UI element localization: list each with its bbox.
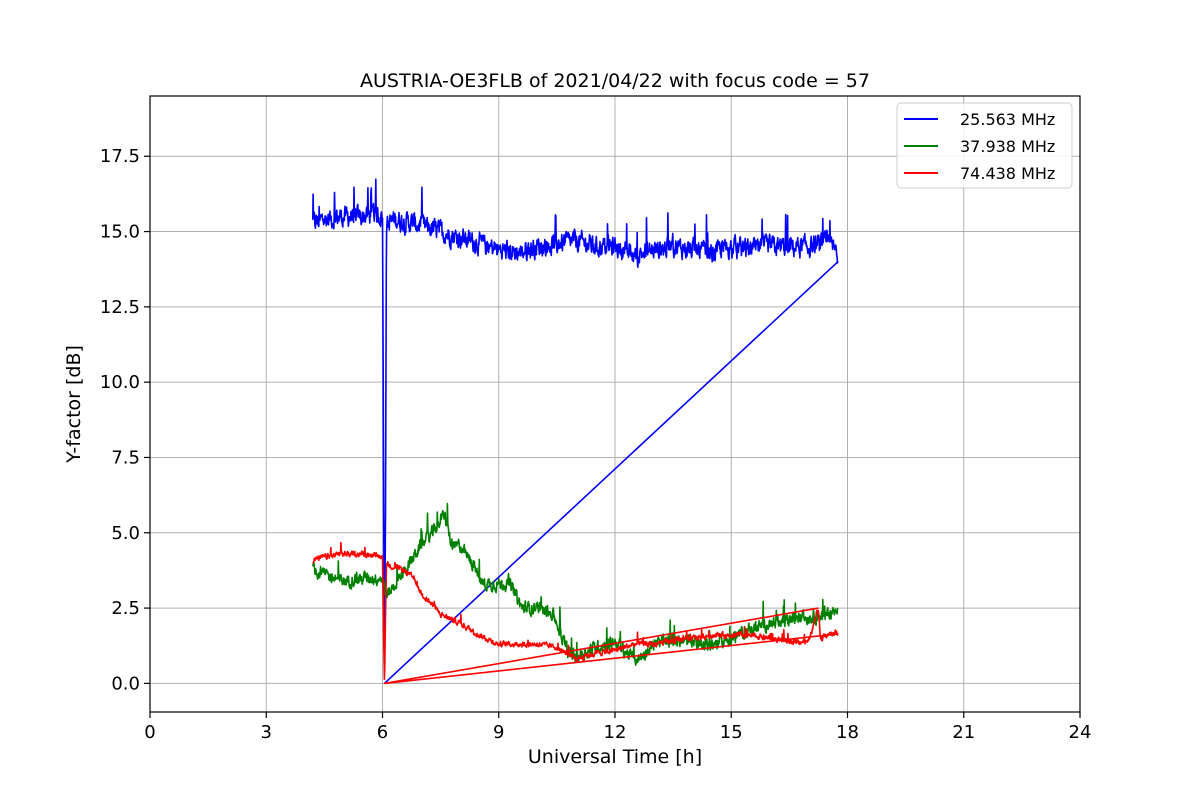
- x-tick-label: 3: [261, 722, 272, 743]
- x-tick-label: 6: [377, 722, 388, 743]
- y-tick-label: 7.5: [111, 447, 140, 468]
- chart-title: AUSTRIA-OE3FLB of 2021/04/22 with focus …: [360, 70, 870, 92]
- series-layer: [312, 178, 839, 685]
- y-tick-label: 0.0: [111, 673, 140, 694]
- y-tick-label: 12.5: [100, 297, 140, 318]
- y-tick-label: 15.0: [100, 222, 140, 243]
- x-tick-label: 18: [836, 722, 859, 743]
- legend-entry: 25.563 MHz: [960, 110, 1055, 129]
- legend: 25.563 MHz 37.938 MHz 74.438 MHz: [896, 102, 1073, 189]
- x-tick-label: 0: [144, 722, 155, 743]
- y-tick-label: 2.5: [111, 598, 140, 619]
- y-axis-label: Y-factor [dB]: [63, 345, 85, 464]
- x-tick-label: 15: [720, 722, 743, 743]
- x-tick-label: 21: [952, 722, 975, 743]
- series-line-1: [312, 178, 839, 684]
- series-line-3: [312, 541, 839, 685]
- legend-entry: 74.438 MHz: [960, 164, 1055, 183]
- legend-entry: 37.938 MHz: [960, 137, 1055, 156]
- y-tick-label: 10.0: [100, 372, 140, 393]
- x-tick-label: 24: [1069, 722, 1092, 743]
- x-tick-label: 9: [493, 722, 504, 743]
- x-axis-label: Universal Time [h]: [528, 746, 702, 768]
- axis-ticks: 0 3 6 9 12 15 18 21 24 0.0 2.5 5.0 7.5 10.0 12.5 15.0 17…: [100, 146, 1092, 743]
- x-tick-label: 12: [604, 722, 627, 743]
- legend-box: [896, 102, 1073, 189]
- y-tick-label: 5.0: [111, 523, 140, 544]
- y-tick-label: 17.5: [100, 146, 140, 167]
